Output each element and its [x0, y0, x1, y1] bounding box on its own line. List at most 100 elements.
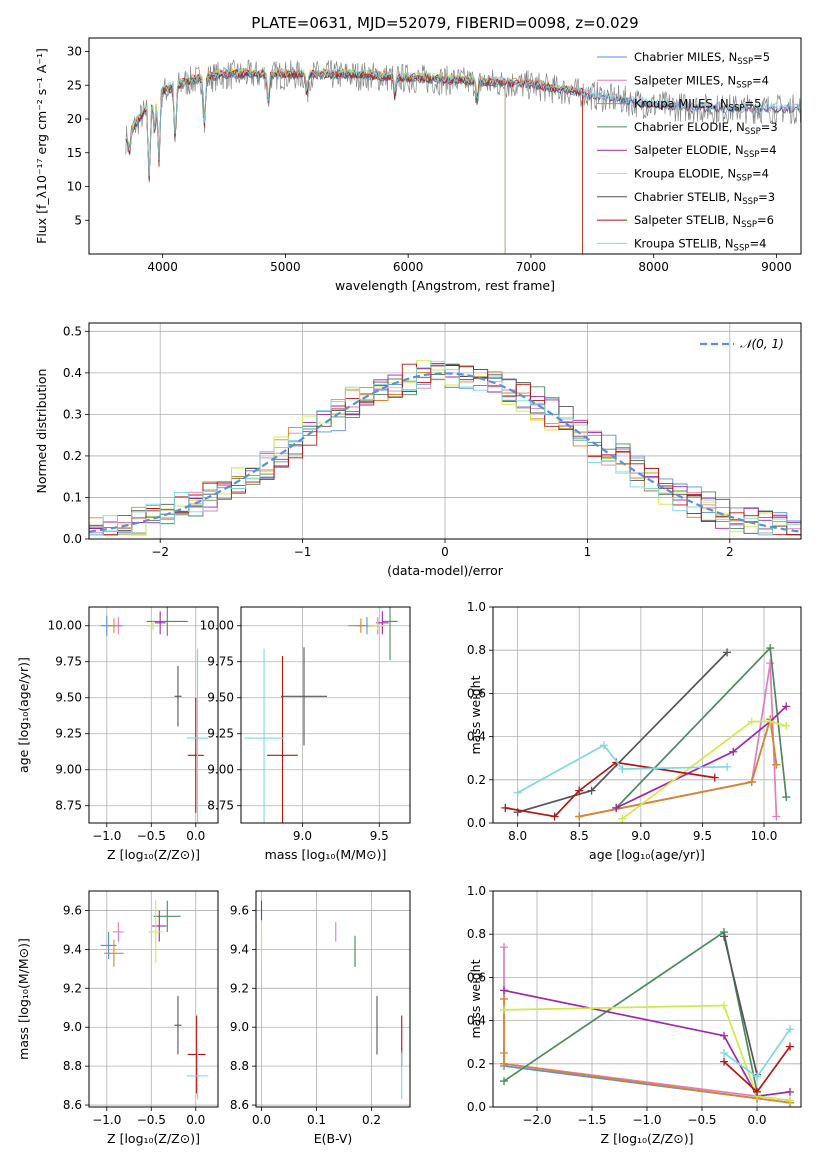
plus-marker — [513, 788, 522, 797]
panel-residual-hist: −2 −1 0 1 2 0.0 0.1 0.2 0.3 0.4 0.5 (data-model)/er… — [34, 322, 802, 578]
plot-area — [500, 928, 794, 1107]
y-tick-label: 9.50 — [207, 691, 234, 705]
plus-marker — [500, 1049, 508, 1057]
legend: Chabrier MILES, NSSP=5 Salpeter MILES, NS… — [597, 50, 778, 253]
axes-frame — [88, 606, 219, 824]
spectrum-model-kroupa-stelib — [125, 67, 801, 177]
x-tick-label: 9.0 — [631, 829, 650, 843]
plus-marker — [599, 741, 608, 750]
plus-marker — [786, 1087, 794, 1096]
legend-entry: Kroupa MILES, NSSP=5 — [634, 97, 761, 114]
y-tick-label: 0.0 — [467, 816, 486, 830]
axes-frame — [255, 890, 411, 1108]
panel-mass-vs-Z: −1.0 −0.5 0.0 8.6 8.8 9.0 9.2 9.4 9.6 Z [log₁₀(Z/… — [16, 890, 219, 1146]
y-tick-label: 0.2 — [63, 449, 82, 463]
x-tick-label: 6000 — [393, 260, 424, 274]
x-axis-label: age [log₁₀(age/yr)] — [589, 847, 705, 862]
y-tick-label: 9.2 — [63, 981, 82, 995]
y-tick-label: 0.3 — [63, 407, 82, 421]
y-tick-label: 9.25 — [207, 727, 234, 741]
plus-marker — [575, 786, 584, 795]
y-tick-label: 9.00 — [55, 763, 82, 777]
x-axis-label: wavelength [Angstrom, rest frame] — [335, 278, 555, 293]
plus-marker — [753, 1087, 761, 1096]
x-tick-label: −1.0 — [92, 829, 121, 843]
plus-marker — [766, 644, 775, 653]
y-axis-label: mass weight — [468, 675, 483, 754]
plus-marker — [612, 803, 621, 812]
y-tick-label: 0.2 — [467, 1057, 486, 1071]
axes-frame — [240, 606, 411, 824]
weight-line-salpeter-elodie — [503, 989, 791, 1098]
plot-area — [125, 59, 801, 254]
plus-marker — [723, 762, 732, 771]
plus-marker — [766, 659, 775, 668]
plus-marker — [618, 765, 627, 773]
plus-marker — [500, 943, 508, 952]
y-tick-label: 0.0 — [467, 1100, 486, 1114]
panel-age-vs-mass: 9.0 9.5 8.75 9.00 9.25 9.50 9.75 10.00 mass [log… — [200, 606, 411, 862]
x-tick-label: −1.5 — [577, 1113, 606, 1127]
x-tick-label: 9000 — [761, 260, 792, 274]
panel-weight-vs-Z: −2.0 −1.5 −1.0 −0.5 0.0 0.0 0.2 0.4 0.6 0.8 1.0 Z [… — [467, 884, 802, 1146]
y-tick-label: 0.4 — [467, 1014, 486, 1028]
y-tick-label: 8.8 — [63, 1059, 82, 1073]
legend-entry: Kroupa ELODIE, NSSP=4 — [634, 167, 769, 184]
x-tick-label: 0.1 — [307, 1113, 326, 1127]
x-tick-label: −1 — [294, 545, 312, 559]
y-tick-label: 5 — [74, 213, 82, 227]
plus-marker — [766, 717, 775, 726]
y-tick-label: 0.8 — [467, 927, 486, 941]
x-tick-label: −1.0 — [632, 1113, 661, 1127]
y-tick-label: 9.0 — [63, 1020, 82, 1034]
x-axis-label: Z [log₁₀(Z/Z⊙)] — [107, 1131, 200, 1146]
y-tick-label: 0.1 — [63, 490, 82, 504]
spectrum-model-kroupa-elodie — [125, 67, 506, 254]
axes-frame — [88, 890, 219, 1108]
y-axis-label: Normed distribution — [34, 369, 49, 494]
plus-marker — [720, 1031, 728, 1040]
weight-line-kroupa-miles — [579, 719, 778, 818]
y-tick-label: 8.75 — [55, 799, 82, 813]
legend-entry: Kroupa STELIB, NSSP=4 — [634, 236, 766, 253]
y-tick-label: 0.6 — [467, 686, 486, 700]
y-axis-label: mass weight — [468, 959, 483, 1038]
plus-marker — [782, 702, 791, 711]
x-tick-label: −2.0 — [522, 1113, 551, 1127]
panel-spectrum: 4000 5000 6000 7000 8000 9000 5 10 15 20 25 30 wavel… — [34, 37, 802, 293]
y-tick-label: 10.00 — [200, 619, 234, 633]
plot-area — [260, 900, 403, 1100]
legend-entry: Salpeter ELODIE, NSSP=4 — [634, 143, 777, 160]
plus-marker — [786, 1025, 794, 1034]
x-tick-label: −2 — [151, 545, 169, 559]
x-tick-label: −1.0 — [92, 1113, 121, 1127]
plus-marker — [772, 812, 781, 821]
panel-age-vs-Z: −1.0 −0.5 0.0 8.75 9.00 9.25 9.50 9.75 10.00 Z [l… — [16, 606, 219, 862]
spectrum-model-chabrier-elodie — [125, 69, 506, 254]
legend-entry: Salpeter STELIB, NSSP=6 — [634, 213, 774, 230]
y-tick-label: 0.6 — [467, 970, 486, 984]
weight-line-chabrier-stelib — [723, 936, 758, 1075]
plus-marker — [720, 1049, 728, 1057]
x-tick-label: 9.5 — [693, 829, 712, 843]
x-tick-label: 8.5 — [570, 829, 589, 843]
y-tick-label: 0.0 — [63, 532, 82, 546]
y-tick-label: 9.2 — [230, 981, 249, 995]
y-tick-label: 9.6 — [230, 903, 249, 917]
axes-frame — [492, 606, 802, 824]
weight-line-chabrier-stelib — [517, 651, 728, 814]
x-tick-label: 0.0 — [252, 1113, 271, 1127]
y-tick-label: 1.0 — [467, 600, 486, 614]
plus-marker — [747, 717, 756, 726]
y-tick-label: 0.5 — [63, 324, 82, 338]
y-tick-label: 15 — [67, 146, 82, 160]
x-axis-label: (data-model)/error — [387, 563, 504, 578]
legend-entry: Salpeter MILES, NSSP=4 — [634, 73, 769, 90]
plus-marker — [772, 760, 781, 769]
x-tick-label: 5000 — [270, 260, 301, 274]
plus-marker — [782, 721, 791, 730]
y-axis-label: Flux [f_λ10⁻¹⁷ erg cm⁻² s⁻¹ A⁻¹] — [34, 48, 49, 244]
plus-marker — [500, 1077, 508, 1086]
plot-area — [89, 360, 801, 536]
x-tick-label: −0.5 — [137, 829, 166, 843]
